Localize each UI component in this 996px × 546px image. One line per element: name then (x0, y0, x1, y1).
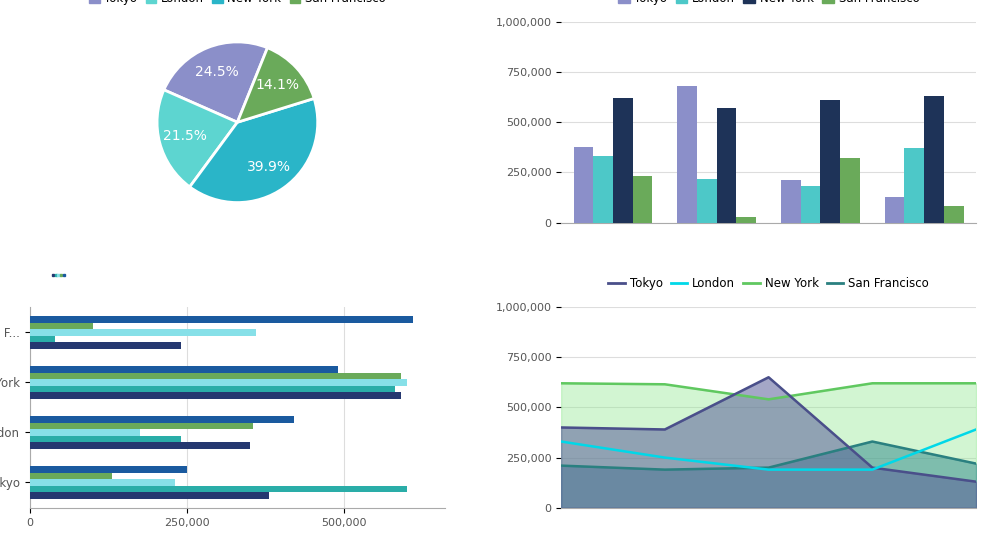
Bar (884, 197, 904, 223)
Bar (30, 479, 174, 485)
Bar (30, 323, 93, 329)
Bar (677, 86, 697, 223)
Bar (30, 423, 253, 429)
Wedge shape (237, 48, 314, 122)
Bar (30, 316, 413, 323)
Text: 24.5%: 24.5% (195, 64, 239, 79)
Bar (613, 98, 632, 223)
Bar (30, 473, 112, 479)
Bar (821, 100, 841, 223)
Bar (30, 416, 294, 423)
Bar (30, 429, 139, 436)
Bar (30, 342, 181, 348)
Legend: Tokyo, London, New York, San Francisco: Tokyo, London, New York, San Francisco (613, 0, 924, 10)
Bar (801, 187, 821, 223)
Bar (30, 372, 400, 379)
Text: 21.5%: 21.5% (162, 129, 206, 143)
Bar (924, 96, 944, 223)
Bar (594, 156, 613, 223)
Bar (904, 149, 924, 223)
Bar (781, 181, 801, 223)
Bar (30, 392, 400, 399)
Bar (30, 329, 256, 336)
Bar (841, 158, 860, 223)
Bar (30, 466, 187, 473)
Wedge shape (164, 42, 268, 122)
Legend: Tokyo, London, New York, San Francisco: Tokyo, London, New York, San Francisco (85, 0, 390, 10)
Bar (944, 206, 963, 223)
Wedge shape (189, 98, 318, 203)
Legend: , , , , : , , , , (52, 274, 66, 276)
Bar (574, 147, 594, 223)
Text: 39.9%: 39.9% (247, 160, 291, 174)
Bar (632, 176, 652, 223)
Bar (736, 217, 756, 223)
Legend: Tokyo, London, New York, San Francisco: Tokyo, London, New York, San Francisco (604, 272, 933, 295)
Bar (30, 492, 269, 498)
Bar (717, 108, 736, 223)
Bar (30, 336, 55, 342)
Bar (30, 442, 250, 449)
Bar (30, 436, 181, 442)
Bar (30, 485, 407, 492)
Bar (697, 180, 717, 223)
Bar (30, 379, 407, 385)
Wedge shape (157, 90, 237, 187)
Bar (30, 385, 394, 392)
Bar (30, 366, 338, 372)
Text: 14.1%: 14.1% (256, 78, 300, 92)
